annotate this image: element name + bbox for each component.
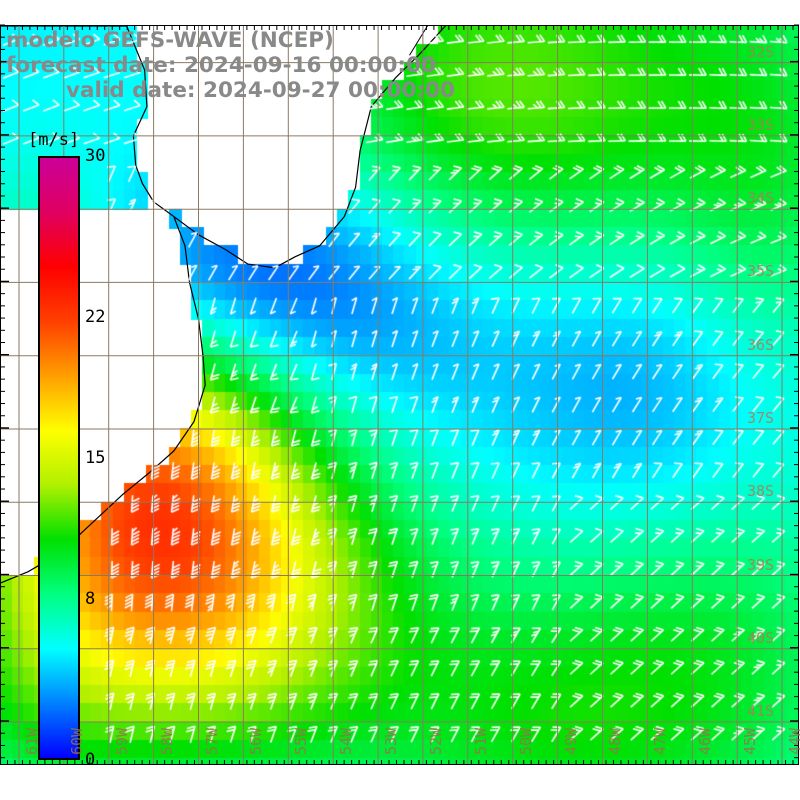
lat-label-35S: 35S xyxy=(747,262,775,281)
colorbar-tick-15: 15 xyxy=(85,448,106,468)
lon-label-50W: 50W xyxy=(516,727,535,755)
lat-label-37S: 37S xyxy=(747,408,775,427)
colorbar-tick-0: 0 xyxy=(85,750,96,770)
lon-label-58W: 58W xyxy=(157,727,176,755)
lon-label-49W: 49W xyxy=(561,727,580,755)
colorbar-gradient xyxy=(38,156,80,760)
graticule-grid xyxy=(1,26,798,764)
lat-label-33S: 33S xyxy=(747,115,775,134)
colorbar-tick-22: 22 xyxy=(85,307,106,328)
colorbar: [m/s] 30 22 15 8 0 xyxy=(0,0,140,800)
lat-label-39S: 39S xyxy=(747,555,775,574)
title-model: modelo GEFS-WAVE (NCEP) xyxy=(6,28,334,53)
lon-label-56W: 56W xyxy=(247,727,266,755)
lat-label-34S: 34S xyxy=(747,189,775,208)
lon-label-61W: 61W xyxy=(22,727,41,755)
map-plot-area[interactable] xyxy=(0,25,799,765)
lon-label-52W: 52W xyxy=(426,727,445,755)
lon-label-48W: 48W xyxy=(606,727,625,755)
colorbar-tick-30: 30 xyxy=(85,146,106,166)
lat-label-41S: 41S xyxy=(747,702,775,721)
colorbar-units-label: [m/s] xyxy=(28,130,80,150)
lon-label-60W: 60W xyxy=(67,727,86,755)
lat-label-36S: 36S xyxy=(747,335,775,354)
lon-label-51W: 51W xyxy=(471,727,490,755)
lon-label-55W: 55W xyxy=(292,727,311,755)
lon-label-53W: 53W xyxy=(382,727,401,755)
lon-label-45W: 45W xyxy=(741,727,760,755)
wind-barb-overlay xyxy=(1,26,798,764)
lon-label-57W: 57W xyxy=(202,727,221,755)
colorbar-tick-8: 8 xyxy=(85,588,96,609)
lon-label-54W: 54W xyxy=(337,727,356,755)
map-title-block: modelo GEFS-WAVE (NCEP) forecast date: 2… xyxy=(0,28,520,103)
lon-label-46W: 46W xyxy=(696,727,715,755)
lat-label-38S: 38S xyxy=(747,482,775,501)
lon-label-44W: 44W xyxy=(786,727,800,755)
title-forecast-date: forecast date: 2024-09-16 00:00:00 xyxy=(6,53,436,78)
lat-label-32S: 32S xyxy=(747,42,775,61)
lon-label-47W: 47W xyxy=(651,727,670,755)
lon-label-59W: 59W xyxy=(112,727,131,755)
title-valid-date: valid date: 2024-09-27 00:00:00 xyxy=(66,78,455,103)
lat-label-40S: 40S xyxy=(747,628,775,647)
